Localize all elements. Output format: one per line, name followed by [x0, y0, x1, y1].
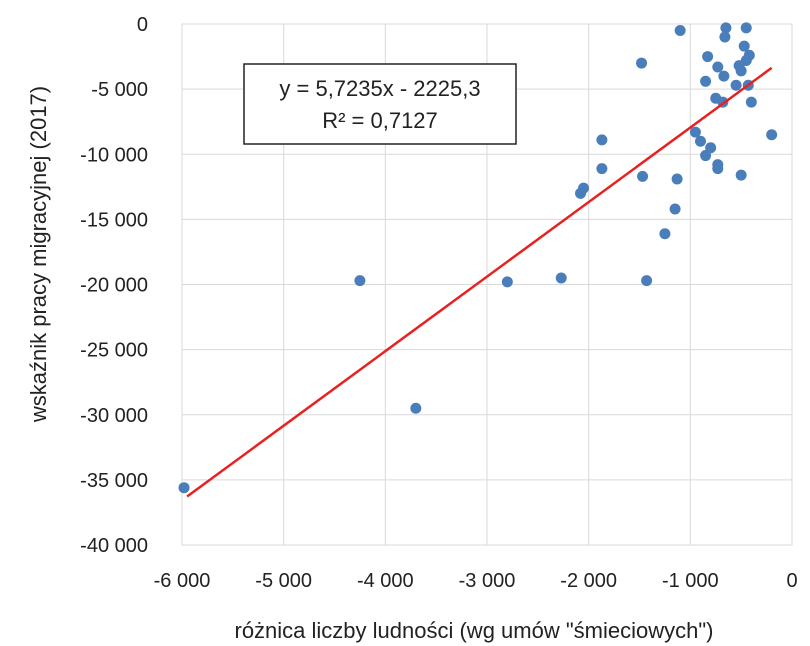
x-tick-label: -2 000	[560, 570, 617, 592]
data-point	[735, 169, 747, 181]
y-tick-label: 0	[137, 14, 148, 36]
data-point	[674, 25, 686, 37]
data-point	[636, 57, 648, 69]
data-point	[596, 134, 608, 146]
data-point	[659, 228, 671, 240]
data-point	[718, 70, 730, 82]
trendline	[186, 66, 773, 498]
data-point	[740, 22, 752, 34]
data-point	[689, 126, 701, 138]
y-tick-label: -35 000	[80, 470, 148, 492]
data-point	[641, 275, 653, 287]
data-point	[671, 173, 683, 185]
data-point	[695, 135, 706, 147]
data-point	[700, 75, 712, 87]
y-tick-label: -40 000	[80, 535, 148, 557]
data-point	[705, 142, 717, 154]
data-point	[354, 275, 366, 287]
x-axis-tick-labels: -6 000 -5 000 -4 000 -3 000 -2 000 -1 000 0	[154, 570, 798, 592]
data-point	[669, 203, 681, 215]
data-point	[178, 482, 190, 494]
data-point	[719, 31, 731, 43]
r-squared-label: R² = 0,7127	[322, 108, 438, 133]
x-tick-label: -1 000	[662, 570, 719, 592]
x-tick-label: -5 000	[255, 570, 312, 592]
data-point	[637, 170, 649, 182]
trendline-equation: y = 5,7235x - 2225,3	[279, 76, 480, 101]
y-tick-label: -25 000	[80, 340, 148, 362]
y-tick-label: -10 000	[80, 144, 148, 166]
plot-area-frame	[181, 23, 793, 546]
data-point	[410, 402, 422, 414]
data-point	[578, 182, 590, 194]
data-point	[720, 22, 732, 34]
data-point	[730, 79, 742, 91]
data-point	[700, 150, 712, 162]
equation-box-frame	[243, 63, 517, 145]
y-tick-label: -30 000	[80, 405, 148, 427]
data-points	[178, 22, 778, 494]
x-tick-label: 0	[786, 570, 797, 592]
data-point	[766, 129, 778, 141]
grid-lines	[181, 23, 793, 546]
data-point	[712, 61, 724, 73]
x-axis-title: różnica liczby ludności (wg umów "śmieci…	[235, 618, 714, 643]
x-tick-label: -4 000	[357, 570, 414, 592]
data-point	[501, 276, 513, 288]
x-tick-label: -6 000	[154, 570, 211, 592]
y-tick-label: -5 000	[91, 79, 148, 101]
y-tick-label: -15 000	[80, 209, 148, 231]
y-axis-title: wskaźnik pracy migracyjnej (2017)	[26, 86, 51, 423]
data-point	[735, 65, 747, 77]
data-point	[596, 163, 608, 175]
y-axis-tick-labels: 0 -5 000 -10 000 -15 000 -20 000 -25 000 -30 0…	[80, 14, 148, 557]
data-point	[745, 96, 757, 108]
data-point	[738, 40, 750, 52]
data-point	[743, 49, 755, 61]
x-tick-label: -3 000	[459, 570, 516, 592]
y-tick-label: -20 000	[80, 275, 148, 297]
data-point	[555, 272, 567, 284]
data-point	[712, 163, 724, 175]
equation-box: y = 5,7235x - 2225,3 R² = 0,7127	[243, 63, 517, 145]
data-point	[702, 51, 714, 63]
